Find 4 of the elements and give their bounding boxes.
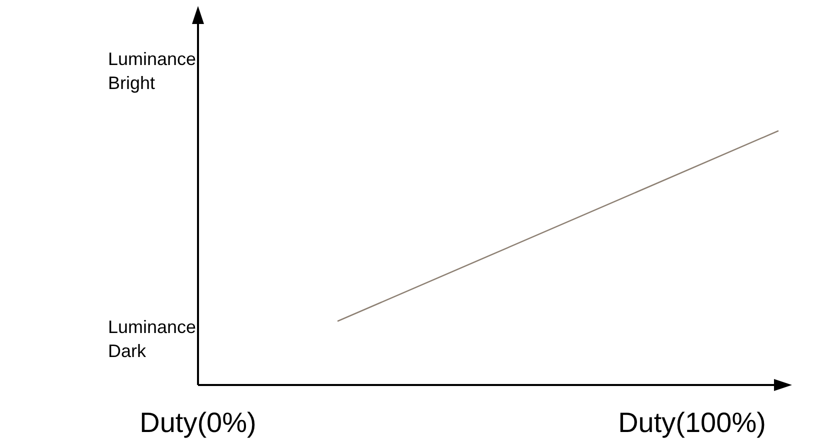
text: Luminance Bright — [108, 48, 196, 93]
text: Duty(100%) — [618, 407, 766, 438]
text: Duty(0%) — [140, 407, 256, 438]
text: Luminance Dark — [108, 316, 196, 361]
